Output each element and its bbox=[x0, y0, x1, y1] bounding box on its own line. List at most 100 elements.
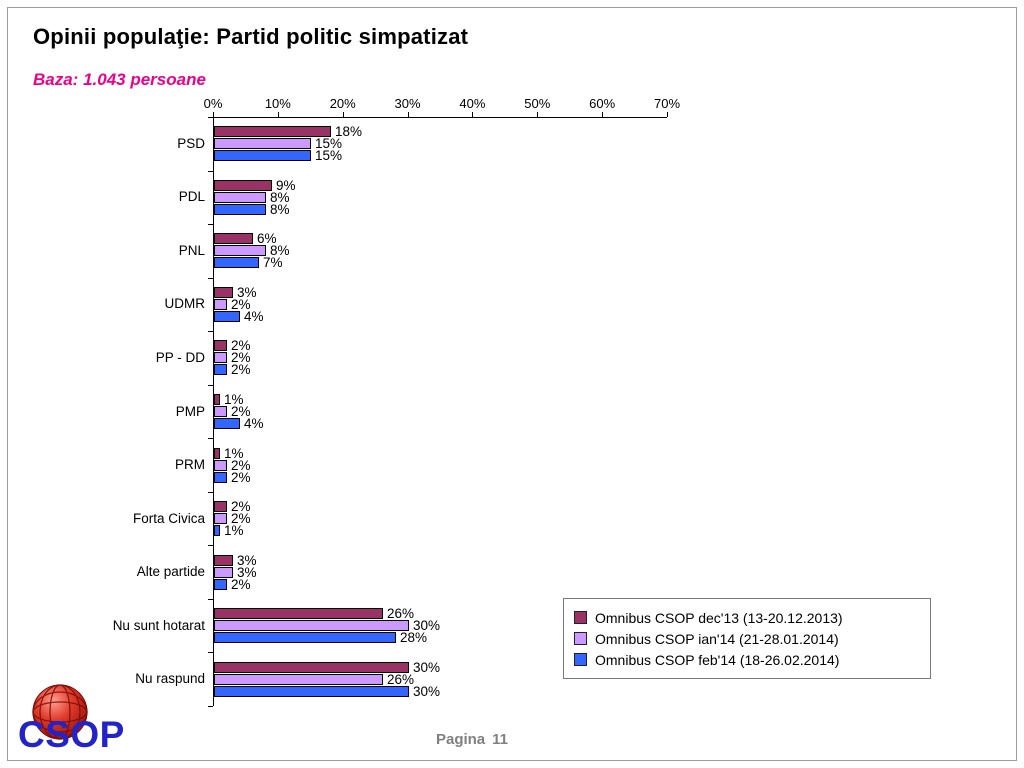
bar-value-label: 2% bbox=[231, 350, 251, 365]
legend-label: Omnibus CSOP ian'14 (21-28.01.2014) bbox=[595, 630, 839, 647]
y-tick-mark bbox=[208, 277, 213, 279]
bar bbox=[214, 686, 409, 697]
bar-value-label: 8% bbox=[270, 202, 290, 217]
category-label: Nu raspund bbox=[135, 671, 205, 687]
bar bbox=[214, 674, 383, 685]
category-label: PDL bbox=[178, 189, 205, 205]
legend-item: Omnibus CSOP dec'13 (13-20.12.2013) bbox=[574, 607, 920, 628]
y-tick-mark bbox=[208, 170, 213, 172]
bar-value-label: 2% bbox=[231, 458, 251, 473]
legend-label: Omnibus CSOP feb'14 (18-26.02.2014) bbox=[595, 651, 840, 668]
bar bbox=[214, 448, 220, 459]
bar-value-label: 28% bbox=[400, 630, 428, 645]
bar-value-label: 30% bbox=[413, 618, 441, 633]
page-title: Opinii populaţie: Partid politic simpati… bbox=[33, 24, 469, 49]
bar-value-label: 3% bbox=[237, 565, 257, 580]
bar bbox=[214, 567, 233, 578]
bar bbox=[214, 299, 227, 310]
bar-value-label: 9% bbox=[276, 178, 296, 193]
bar bbox=[214, 150, 311, 161]
bar-value-label: 3% bbox=[237, 285, 257, 300]
y-tick-mark bbox=[208, 598, 213, 600]
x-tick-label: 60% bbox=[589, 96, 616, 111]
category-label: Nu sunt hotarat bbox=[112, 617, 205, 633]
y-tick-mark bbox=[208, 652, 213, 654]
bar-value-label: 2% bbox=[231, 577, 251, 592]
bar bbox=[214, 245, 266, 256]
category-label: PRM bbox=[175, 457, 205, 473]
bar-value-label: 2% bbox=[231, 511, 251, 526]
bar-value-label: 2% bbox=[231, 297, 251, 312]
bar-value-label: 6% bbox=[257, 231, 277, 246]
legend-item: Omnibus CSOP ian'14 (21-28.01.2014) bbox=[574, 628, 920, 649]
y-tick-mark bbox=[208, 224, 213, 226]
y-tick-mark bbox=[208, 438, 213, 440]
bar bbox=[214, 257, 259, 268]
bar bbox=[214, 460, 227, 471]
bar bbox=[214, 406, 227, 417]
bar-value-label: 8% bbox=[270, 190, 290, 205]
bar bbox=[214, 311, 240, 322]
bar-value-label: 2% bbox=[231, 470, 251, 485]
x-tick-label: 40% bbox=[459, 96, 486, 111]
bar bbox=[214, 352, 227, 363]
bar-value-label: 26% bbox=[387, 606, 415, 621]
x-tick-mark bbox=[342, 112, 344, 117]
category-label: UDMR bbox=[164, 296, 206, 312]
globe-icon bbox=[32, 684, 88, 740]
x-tick-mark bbox=[602, 112, 604, 117]
bar-value-label: 1% bbox=[224, 392, 244, 407]
category-label: Alte partide bbox=[136, 564, 205, 580]
x-tick-mark bbox=[472, 112, 474, 117]
bar bbox=[214, 662, 409, 673]
x-tick-mark bbox=[667, 112, 668, 117]
bar-value-label: 1% bbox=[224, 446, 244, 461]
legend-swatch bbox=[574, 611, 587, 624]
bar bbox=[214, 180, 272, 191]
base-subtitle: Baza: 1.043 persoane bbox=[33, 70, 206, 89]
bar bbox=[214, 608, 383, 619]
bar-value-label: 1% bbox=[224, 523, 244, 538]
y-tick-mark bbox=[208, 331, 213, 333]
bar bbox=[214, 525, 220, 536]
category-label: Forta Civica bbox=[132, 510, 205, 526]
bar bbox=[214, 192, 266, 203]
bar bbox=[214, 364, 227, 375]
page-footer: Pagina 11 bbox=[0, 731, 944, 748]
bar bbox=[214, 501, 227, 512]
bar bbox=[214, 620, 409, 631]
bar-value-label: 4% bbox=[244, 416, 264, 431]
footer-label: Pagina bbox=[435, 731, 486, 748]
x-tick-label: 70% bbox=[653, 96, 681, 111]
x-tick-mark bbox=[537, 112, 539, 117]
legend-item: Omnibus CSOP feb'14 (18-26.02.2014) bbox=[574, 649, 920, 670]
x-tick-mark bbox=[277, 112, 279, 117]
bar bbox=[214, 513, 227, 524]
y-tick-mark bbox=[208, 491, 213, 493]
category-label: PSD bbox=[177, 135, 205, 151]
bar-value-label: 2% bbox=[231, 499, 251, 514]
bar-value-label: 15% bbox=[315, 136, 343, 151]
legend-swatch bbox=[574, 653, 587, 666]
y-tick-mark bbox=[208, 117, 213, 118]
x-tick-label: 0% bbox=[203, 96, 223, 111]
bar-value-label: 2% bbox=[231, 338, 251, 353]
x-tick-label: 50% bbox=[524, 96, 551, 111]
bar-value-label: 30% bbox=[413, 684, 441, 699]
legend-swatch bbox=[574, 632, 587, 645]
bar-value-label: 18% bbox=[335, 124, 363, 139]
bar bbox=[214, 632, 396, 643]
category-label: PMP bbox=[175, 403, 205, 419]
bar-value-label: 15% bbox=[315, 148, 343, 163]
bar bbox=[214, 126, 331, 137]
bar-value-label: 30% bbox=[413, 660, 441, 675]
y-tick-mark bbox=[208, 706, 213, 707]
y-tick-mark bbox=[208, 545, 213, 547]
csop-logo: CSOP bbox=[14, 680, 144, 764]
footer-page-number: 11 bbox=[492, 731, 509, 748]
category-label: PP - DD bbox=[155, 349, 205, 365]
x-tick-label: 20% bbox=[329, 96, 356, 111]
legend-label: Omnibus CSOP dec'13 (13-20.12.2013) bbox=[595, 609, 843, 626]
bar bbox=[214, 340, 227, 351]
bar bbox=[214, 555, 233, 566]
